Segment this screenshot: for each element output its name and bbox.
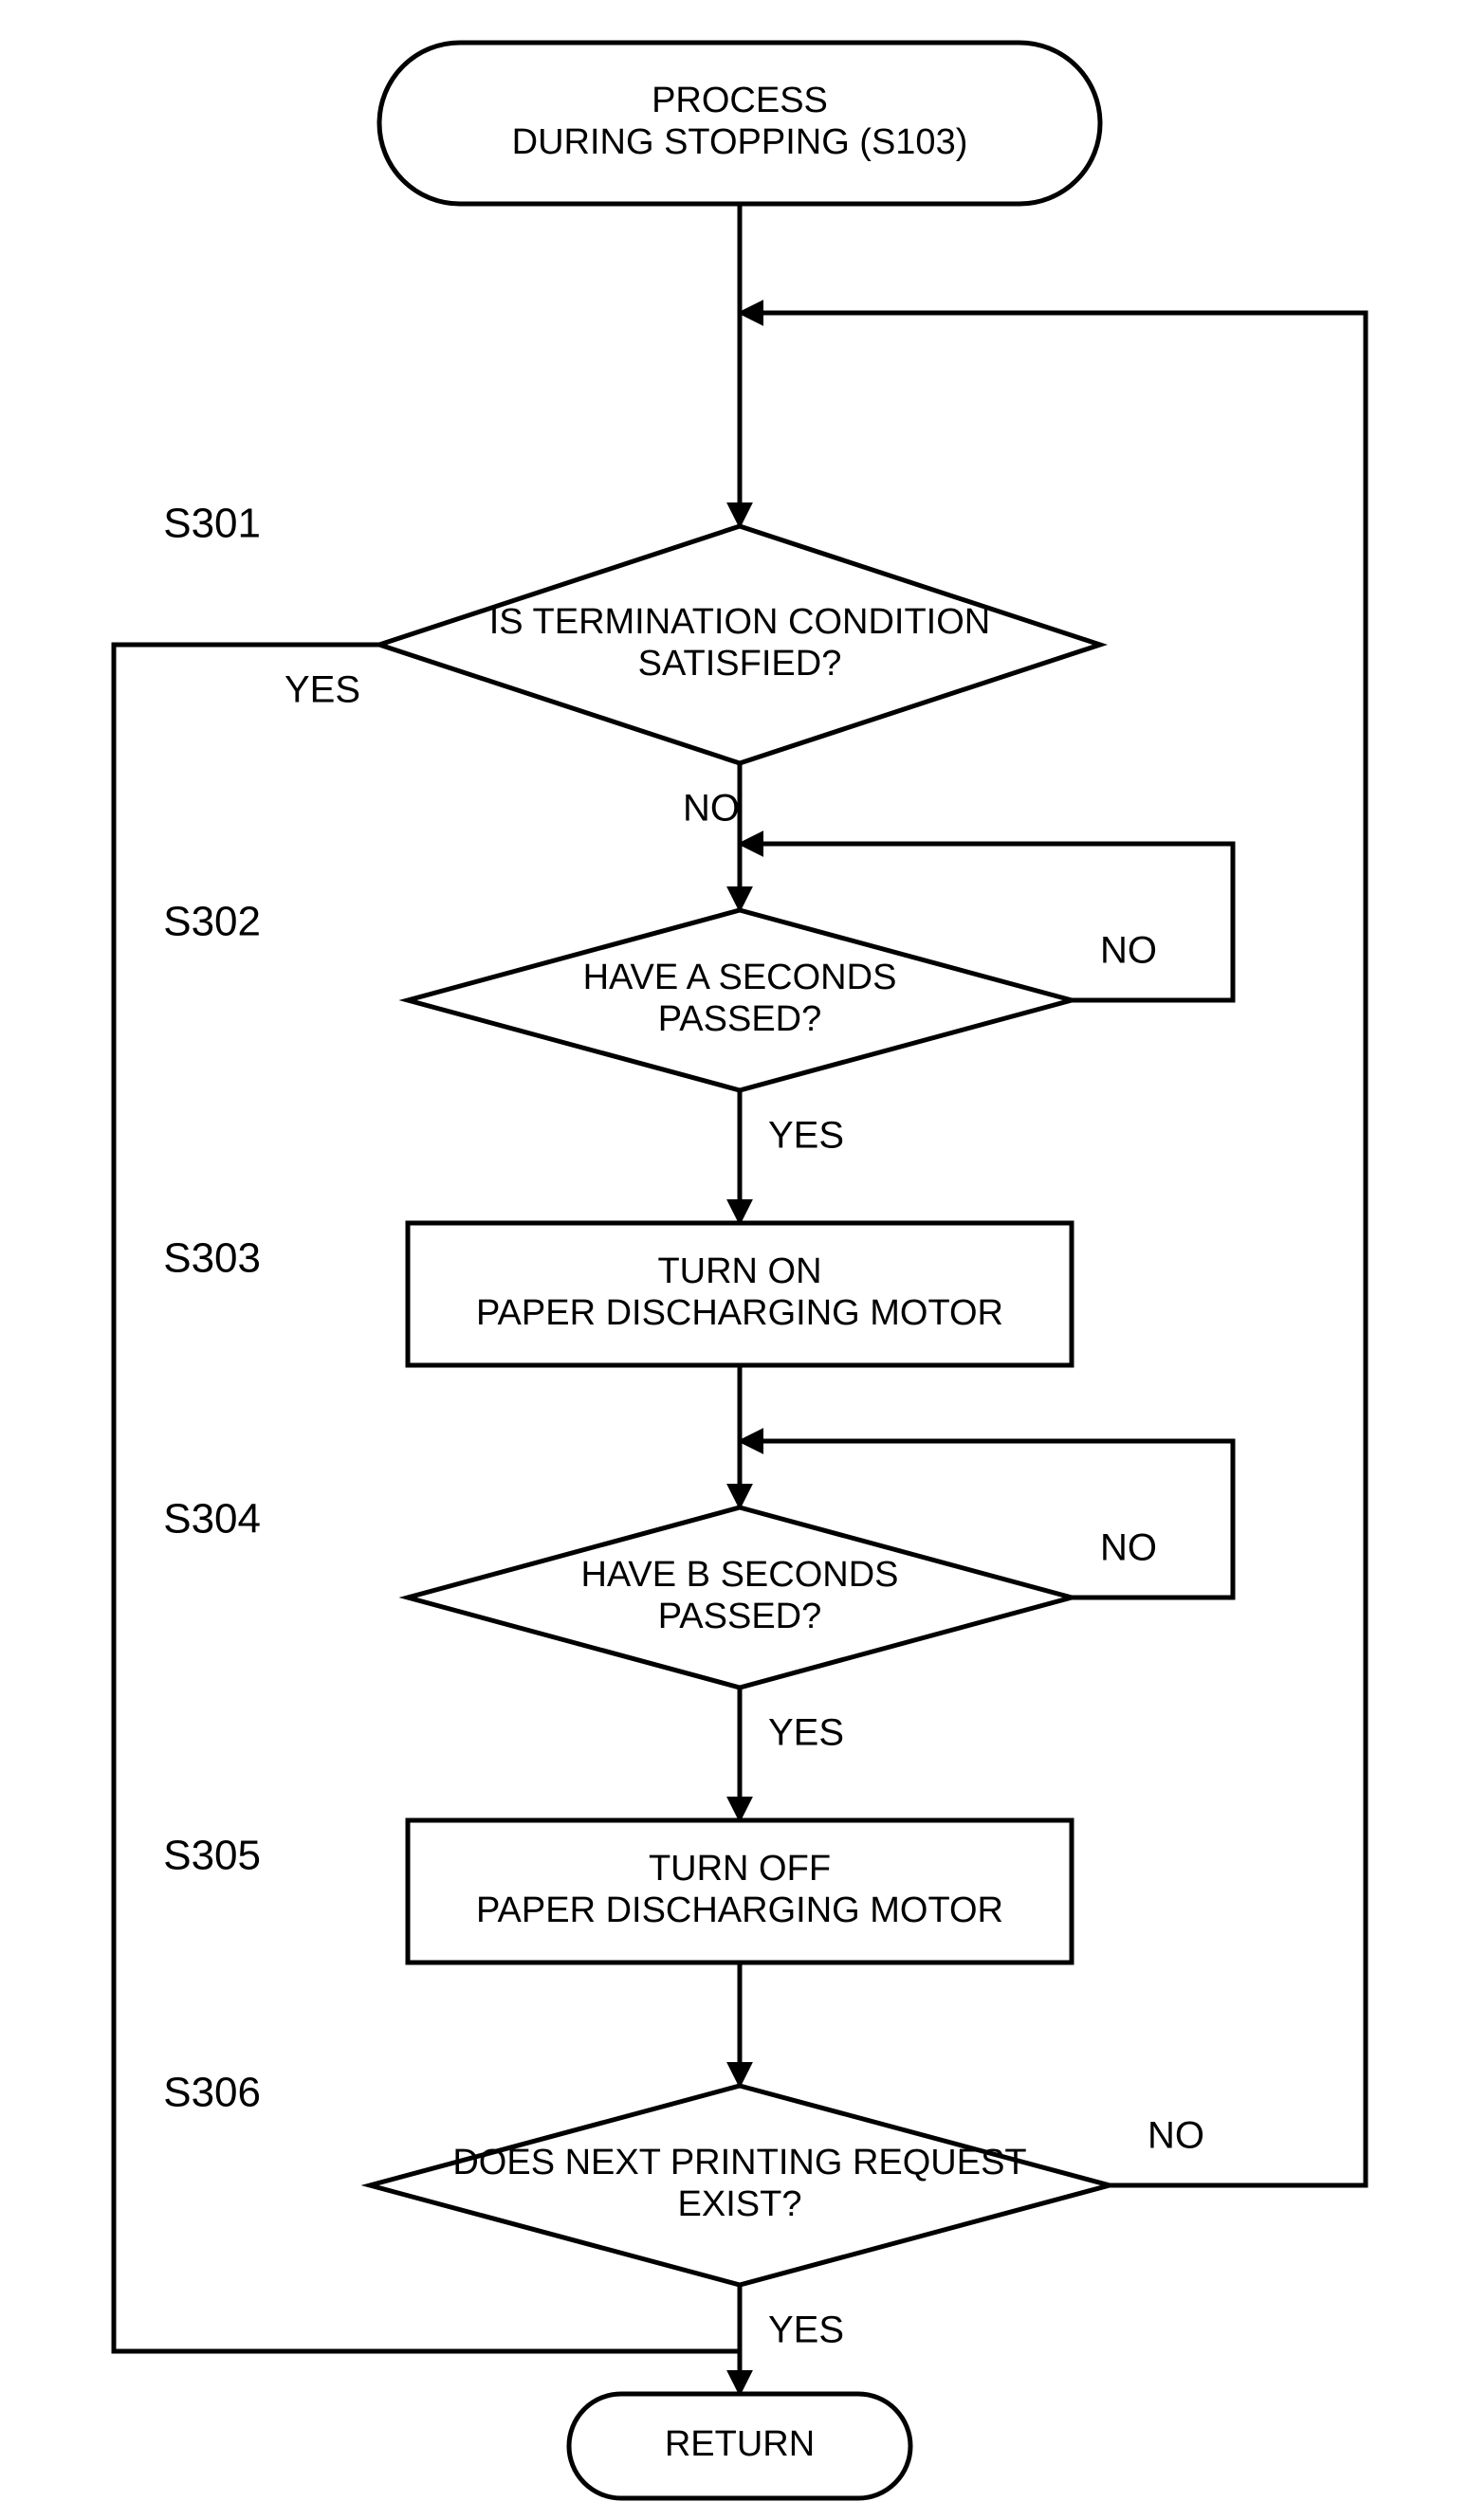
svg-text:PASSED?: PASSED? xyxy=(658,999,821,1039)
start: PROCESSDURING STOPPING (S103) xyxy=(379,43,1100,204)
p305-label: S305 xyxy=(163,1833,261,1879)
d301-no: NO xyxy=(683,788,740,830)
nodes: PROCESSDURING STOPPING (S103) IS TERMINAT… xyxy=(163,43,1204,2498)
d302: HAVE A SECONDSPASSED? xyxy=(408,910,1072,1090)
svg-text:RETURN: RETURN xyxy=(665,2424,815,2464)
svg-text:DURING STOPPING (S103): DURING STOPPING (S103) xyxy=(512,122,968,162)
end: RETURN xyxy=(569,2394,910,2498)
svg-text:PAPER DISCHARGING MOTOR: PAPER DISCHARGING MOTOR xyxy=(476,1890,1003,1930)
d304-label: S304 xyxy=(163,1496,261,1543)
d304-yes: YES xyxy=(768,1712,844,1754)
d301: IS TERMINATION CONDITIONSATISFIED? xyxy=(379,526,1100,763)
p305: TURN OFFPAPER DISCHARGING MOTOR xyxy=(408,1820,1072,1963)
d302-label: S302 xyxy=(163,899,261,945)
p303: TURN ONPAPER DISCHARGING MOTOR xyxy=(408,1223,1072,1365)
d301-yes: YES xyxy=(285,669,360,711)
svg-text:PROCESS: PROCESS xyxy=(652,81,828,120)
svg-text:TURN OFF: TURN OFF xyxy=(649,1849,831,1889)
svg-text:EXIST?: EXIST? xyxy=(678,2184,802,2224)
d304: HAVE B SECONDSPASSED? xyxy=(408,1507,1072,1688)
svg-text:TURN ON: TURN ON xyxy=(657,1251,821,1291)
svg-text:PASSED?: PASSED? xyxy=(658,1597,821,1636)
d306-label: S306 xyxy=(163,2070,261,2116)
d306: DOES NEXT PRINTING REQUESTEXIST? xyxy=(370,2086,1110,2285)
d302-no: NO xyxy=(1100,930,1157,972)
svg-text:HAVE B SECONDS: HAVE B SECONDS xyxy=(580,1555,898,1595)
d304-no: NO xyxy=(1100,1527,1157,1569)
p303-label: S303 xyxy=(163,1235,261,1282)
svg-text:SATISFIED?: SATISFIED? xyxy=(638,644,842,684)
d302-yes: YES xyxy=(768,1115,844,1157)
svg-text:HAVE A SECONDS: HAVE A SECONDS xyxy=(583,958,897,997)
svg-text:IS TERMINATION CONDITION: IS TERMINATION CONDITION xyxy=(489,602,991,642)
d301-label: S301 xyxy=(163,501,261,547)
d306-no: NO xyxy=(1148,2115,1204,2157)
svg-text:DOES NEXT PRINTING REQUEST: DOES NEXT PRINTING REQUEST xyxy=(452,2143,1026,2182)
svg-text:PAPER DISCHARGING MOTOR: PAPER DISCHARGING MOTOR xyxy=(476,1293,1003,1333)
d306-yes: YES xyxy=(768,2310,844,2351)
